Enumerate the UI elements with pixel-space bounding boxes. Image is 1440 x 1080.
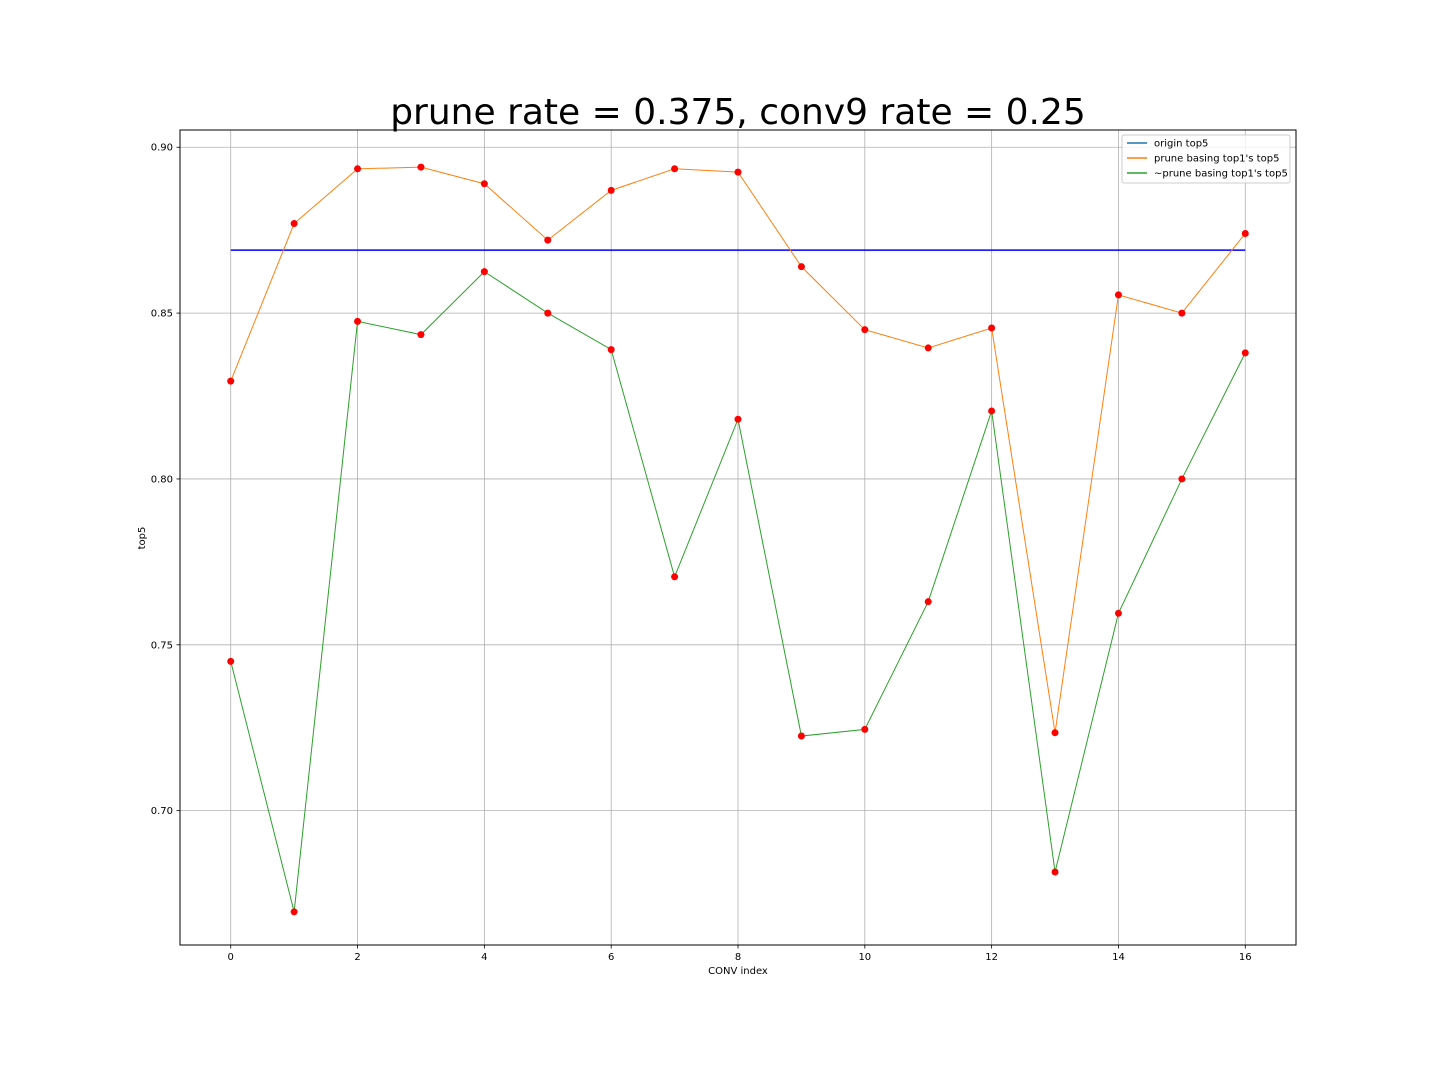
data-point xyxy=(544,236,552,244)
y-axis-label: top5 xyxy=(137,527,148,550)
data-point xyxy=(227,377,235,385)
x-tick-label: 14 xyxy=(1112,952,1125,963)
data-point xyxy=(988,324,996,332)
y-tick-label: 0.80 xyxy=(151,474,173,485)
data-point xyxy=(290,220,298,228)
legend-box xyxy=(1121,134,1291,184)
data-point xyxy=(354,165,362,173)
data-point xyxy=(417,163,425,171)
x-tick-label: 12 xyxy=(985,952,998,963)
data-point xyxy=(861,326,869,334)
grid-lines xyxy=(180,130,1296,945)
data-point xyxy=(924,598,932,606)
data-point xyxy=(734,168,742,176)
data-point xyxy=(1178,475,1186,483)
legend-label: origin top5 xyxy=(1154,139,1208,150)
data-point xyxy=(1178,309,1186,317)
y-tick-label: 0.90 xyxy=(151,143,173,154)
data-point xyxy=(1051,729,1059,737)
x-tick-label: 6 xyxy=(608,952,614,963)
x-axis-label: CONV index xyxy=(708,966,768,977)
x-tick-label: 10 xyxy=(858,952,871,963)
data-point xyxy=(1241,229,1249,237)
x-tick-label: 16 xyxy=(1239,952,1252,963)
data-point xyxy=(417,331,425,339)
x-tick-label: 4 xyxy=(481,952,487,963)
x-axis: 0 2 4 6 8 10 12 14 16 xyxy=(228,945,1252,963)
data-point xyxy=(924,344,932,352)
series-group xyxy=(227,163,1249,916)
data-point xyxy=(480,180,488,188)
data-point xyxy=(1241,349,1249,357)
data-point xyxy=(607,186,615,194)
data-point xyxy=(227,657,235,665)
data-point xyxy=(1051,868,1059,876)
data-point xyxy=(734,415,742,423)
data-point xyxy=(1114,291,1122,299)
x-tick-label: 0 xyxy=(228,952,234,963)
y-tick-label: 0.70 xyxy=(151,806,173,817)
x-tick-label: 8 xyxy=(735,952,741,963)
legend-label: ~prune basing top1's top5 xyxy=(1154,169,1288,180)
data-point xyxy=(861,725,869,733)
data-point xyxy=(671,573,679,581)
legend: origin top5 prune basing top1's top5 ~prun… xyxy=(1121,134,1291,184)
data-point xyxy=(354,317,362,325)
data-point xyxy=(797,263,805,271)
x-tick-label: 2 xyxy=(354,952,360,963)
y-tick-label: 0.75 xyxy=(151,640,173,651)
data-point xyxy=(480,268,488,276)
data-point xyxy=(544,309,552,317)
y-axis: 0.70 0.75 0.80 0.85 0.90 xyxy=(151,143,180,817)
data-point xyxy=(607,346,615,354)
y-tick-label: 0.85 xyxy=(151,309,173,320)
data-point xyxy=(1114,609,1122,617)
data-point xyxy=(988,407,996,415)
data-point xyxy=(290,908,298,916)
chart-title: prune rate = 0.375, conv9 rate = 0.25 xyxy=(390,92,1086,133)
data-point xyxy=(797,732,805,740)
data-point xyxy=(671,165,679,173)
legend-label: prune basing top1's top5 xyxy=(1154,154,1279,165)
